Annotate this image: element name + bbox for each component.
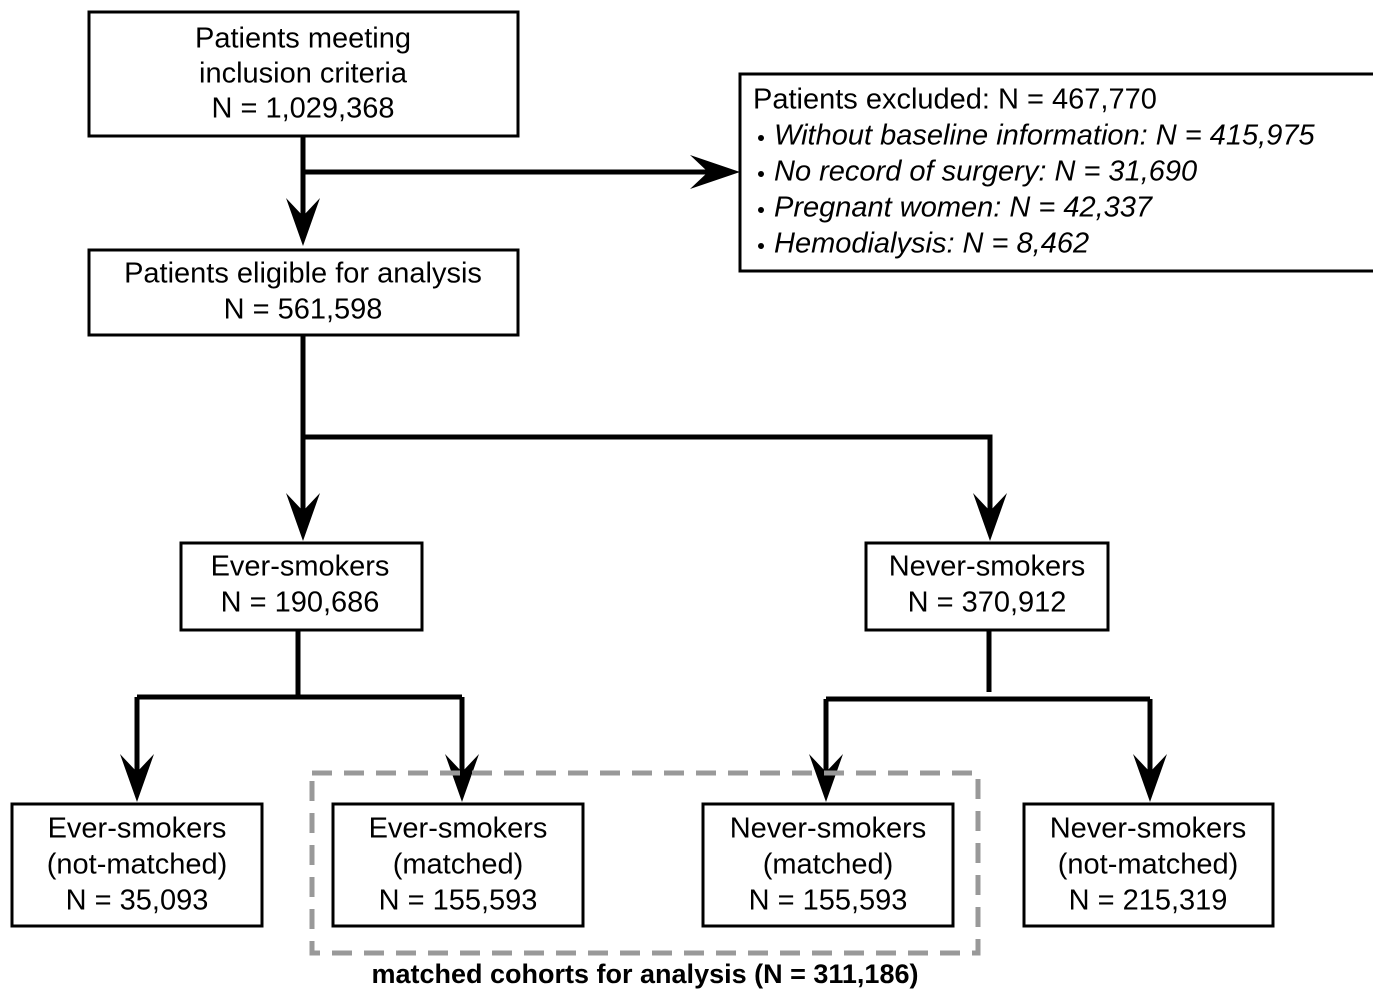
connector <box>300 335 993 512</box>
node-text: (not-matched) <box>47 849 228 881</box>
arrowhead <box>809 754 843 802</box>
node-text: Ever-smokers <box>211 551 390 583</box>
node-box <box>87 10 520 138</box>
excluded-item: Pregnant women: N = 42,337 <box>774 192 1154 224</box>
arrowhead <box>973 493 1007 541</box>
node-text: N = 35,093 <box>66 885 209 917</box>
node-text: N = 215,319 <box>1069 885 1228 917</box>
arrowhead <box>690 155 740 189</box>
bullet <box>758 243 764 249</box>
node-text: N = 155,593 <box>379 885 538 917</box>
node-box <box>87 248 520 337</box>
node-box <box>701 802 955 928</box>
excluded-item: No record of surgery: N = 31,690 <box>774 156 1197 188</box>
node-text: Patients meeting <box>195 23 411 55</box>
node-box <box>179 541 424 632</box>
node-box <box>864 541 1110 632</box>
node-box <box>1022 802 1275 928</box>
connector <box>823 630 1153 772</box>
node-text: N = 1,029,368 <box>211 93 394 125</box>
node-text: (matched) <box>763 849 894 881</box>
node-text: (not-matched) <box>1058 849 1239 881</box>
node-text: Never-smokers <box>1050 813 1247 845</box>
arrowhead <box>286 493 320 541</box>
connector <box>134 630 465 772</box>
node-box <box>10 802 264 928</box>
excluded-title: Patients excluded: N = 467,770 <box>753 84 1157 116</box>
node-text: Patients eligible for analysis <box>124 258 482 290</box>
node-text: Ever-smokers <box>48 813 227 845</box>
node-text: inclusion criteria <box>199 58 408 90</box>
node-text: N = 370,912 <box>908 587 1067 619</box>
excluded-box <box>738 72 1373 273</box>
node-box <box>331 802 585 928</box>
node-text: N = 561,598 <box>224 294 383 326</box>
bullet <box>758 135 764 141</box>
arrowhead <box>445 754 479 802</box>
node-text: (matched) <box>393 849 524 881</box>
bullet <box>758 171 764 177</box>
node-text: Ever-smokers <box>369 813 548 845</box>
arrowhead <box>1133 754 1167 802</box>
excluded-item: Hemodialysis: N = 8,462 <box>774 228 1089 260</box>
excluded-item: Without baseline information: N = 415,97… <box>774 120 1315 152</box>
matched-group <box>309 770 981 956</box>
footer-label: matched cohorts for analysis (N = 311,18… <box>372 959 919 989</box>
node-text: Never-smokers <box>889 551 1086 583</box>
arrowhead <box>120 754 154 802</box>
arrowhead <box>286 198 320 246</box>
bullet <box>758 207 764 213</box>
connectors <box>120 136 1167 802</box>
node-text: N = 155,593 <box>749 885 908 917</box>
node-text: N = 190,686 <box>221 587 380 619</box>
node-text: Never-smokers <box>730 813 927 845</box>
connector <box>300 136 710 218</box>
